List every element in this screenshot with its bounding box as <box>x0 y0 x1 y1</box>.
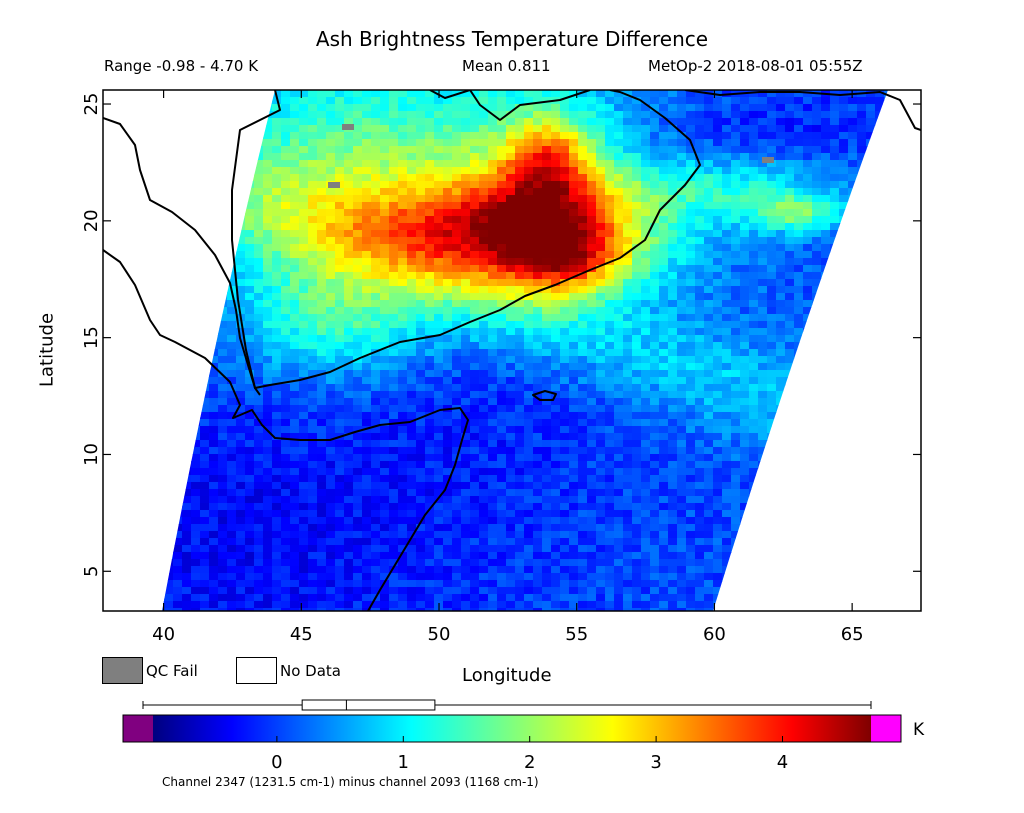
colorbar <box>122 714 902 743</box>
plot-frame <box>102 89 922 612</box>
africa-red-sea-coast <box>103 117 261 396</box>
x-axis-label: Longitude <box>462 665 552 686</box>
qc-fail-pixel <box>762 157 774 163</box>
colorbar-underflow <box>123 715 153 742</box>
colorbar-tick-label: 0 <box>271 752 282 773</box>
y-tick-label: 20 <box>81 209 102 232</box>
boxplot-box <box>301 699 436 711</box>
channel-footnote: Channel 2347 (1231.5 cm-1) minus channel… <box>162 775 539 789</box>
qc-fail-pixel <box>342 124 354 130</box>
arabian-peninsula-coast <box>231 90 701 389</box>
x-tick-label: 50 <box>428 624 451 645</box>
x-tick-label: 60 <box>703 624 726 645</box>
coastline-outline <box>103 90 921 611</box>
colorbar-gradient <box>153 715 871 742</box>
qc-fail-label: QC Fail <box>146 662 198 680</box>
x-tick-label: 45 <box>290 624 313 645</box>
colorbar-unit-label: K <box>913 720 925 740</box>
x-tick-label: 40 <box>152 624 175 645</box>
y-tick-label: 15 <box>81 326 102 349</box>
africa-horn-coast <box>103 249 469 611</box>
chart-title: Ash Brightness Temperature Difference <box>315 27 709 51</box>
no-data-label: No Data <box>280 662 341 680</box>
qc-fail-swatch <box>102 657 143 684</box>
mean-value-label: Mean 0.811 <box>462 57 551 75</box>
no-data-swatch <box>236 657 277 684</box>
y-tick-label: 5 <box>81 566 102 577</box>
colorbar-tick-label: 3 <box>650 752 661 773</box>
value-range-label: Range -0.98 - 4.70 K <box>104 57 259 75</box>
colorbar-overflow <box>871 715 901 742</box>
colorbar-tick-label: 4 <box>777 752 788 773</box>
socotra-island <box>532 390 557 401</box>
y-tick-label: 25 <box>81 93 102 116</box>
colorbar-tick-label: 2 <box>524 752 535 773</box>
iran-coast <box>684 90 921 131</box>
satellite-time-label: MetOp-2 2018-08-01 05:55Z <box>648 57 863 75</box>
value-distribution-boxplot <box>142 699 872 711</box>
y-tick-label: 10 <box>81 443 102 466</box>
qc-fail-pixel <box>328 182 340 188</box>
y-axis: 5 10 15 20 25 <box>81 93 921 577</box>
persian-gulf-coast <box>429 90 591 121</box>
x-tick-label: 55 <box>565 624 588 645</box>
x-tick-label: 65 <box>841 624 864 645</box>
x-axis: 40 45 50 55 60 65 <box>152 90 864 645</box>
colorbar-tick-label: 1 <box>398 752 409 773</box>
colorbar-ticks: 0 1 2 3 4 <box>271 736 788 773</box>
y-axis-label: Latitude <box>36 312 58 388</box>
